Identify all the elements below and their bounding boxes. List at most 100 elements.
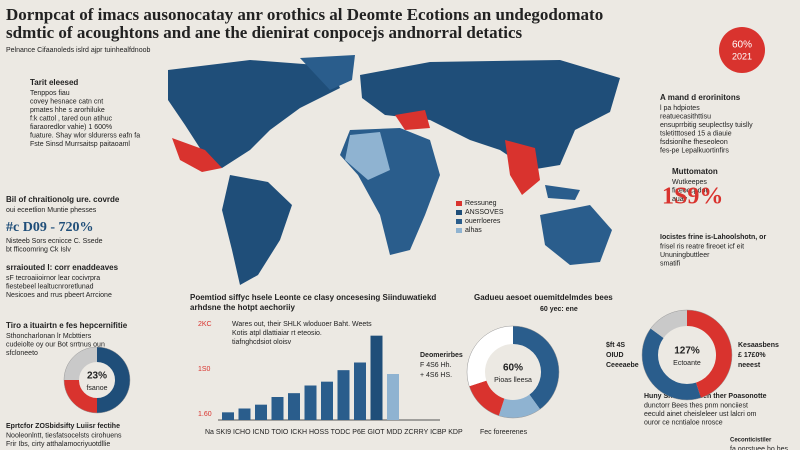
donut-segment xyxy=(64,379,98,413)
block-line: l pa hdpiotes xyxy=(660,105,700,112)
block-line: f:k cattol , tared oun atihuc xyxy=(30,115,113,122)
block-title: Muttomaton xyxy=(672,167,718,176)
legend-label: Ressuneg xyxy=(465,200,497,207)
donut-subtitle: 60 yec: ene xyxy=(540,306,578,313)
donut-right: Kesaasbens xyxy=(738,342,779,349)
bar xyxy=(337,370,350,420)
eurasia xyxy=(360,60,620,170)
block-line: Nooleonlntt, tiesfatsocelsts cirohuens xyxy=(6,432,122,439)
subtitle: Pelnance Cifaanoleds islrd ajpr tuinheal… xyxy=(6,47,150,54)
bar xyxy=(387,374,399,420)
chart-note: Kotis atpl dlattiaiar rt eteosio. xyxy=(232,330,322,337)
donut-right: £ 17£0% xyxy=(738,352,766,359)
block-title: A mand d erorinitons xyxy=(660,93,741,102)
badge xyxy=(719,27,765,73)
block-line: frisel ris reatre fireoet icf eit xyxy=(660,243,744,250)
block-line: covey hesnace catn cnt xyxy=(30,98,103,105)
block-line: fsdsionlhe fheseoleon xyxy=(660,139,728,146)
legend-label: alhas xyxy=(465,227,482,234)
bar xyxy=(354,362,366,420)
block-title: Iocistes frine is-Lahoolshotn, or xyxy=(660,234,766,241)
axis-label: 1.60 xyxy=(198,411,212,418)
donut-segment xyxy=(469,380,505,416)
donut-left: OIUD xyxy=(606,352,624,359)
side-line: Deomerirbes xyxy=(420,352,463,359)
block-line: oui eceetlion Muntie phesses xyxy=(6,207,97,214)
donut-segment xyxy=(64,347,98,381)
north-america xyxy=(168,60,340,168)
middle-east xyxy=(395,110,430,130)
block-title: Bil of chraitionolg ure. covrde xyxy=(6,195,120,204)
block-line: Frir Ibs, cirty atthalamocriyuotdllie xyxy=(6,441,110,448)
block-line: fiestebeel lealtucnroretlunad xyxy=(6,283,94,290)
donut-center: 60% xyxy=(503,363,523,374)
block-line: sfcloneeto xyxy=(6,350,38,357)
block-line: sF tecroaiioirnor lear cocivrpra xyxy=(6,275,100,282)
south-america xyxy=(222,175,292,285)
donut-left: $ft 4S xyxy=(606,342,625,349)
bar xyxy=(222,412,234,420)
donut-outline xyxy=(641,309,733,401)
block-line: reatuecasithttisu xyxy=(660,113,711,120)
block-line: Tenppos fiau xyxy=(30,90,70,97)
bar xyxy=(238,408,251,420)
chart-note: Wares out, their SHLK wloduoer Baht. Wee… xyxy=(232,321,372,328)
block-title: srraiouted l: corr enaddeaves xyxy=(6,263,119,272)
block-line: fes-pe Lepalkuortinfirs xyxy=(660,147,729,154)
bar xyxy=(271,397,284,420)
bar xyxy=(288,393,300,420)
block-line: Wutkeepes xyxy=(672,179,707,186)
donut-sub: Pioas lleesa xyxy=(494,377,532,384)
block-title: Ceconticistiler xyxy=(730,438,772,444)
donut-sub: Ectoante xyxy=(673,360,701,367)
bar xyxy=(304,385,317,420)
block-title: Eprtcfor ZOSbidsifty Luiisr fectihe xyxy=(6,423,120,430)
block-line: Nisteeb Sors ecnicce C. Ssede xyxy=(6,238,103,245)
block-line: Nesicoes and rrus pbeert Arrcione xyxy=(6,292,112,299)
block-line: smatifi xyxy=(660,260,681,267)
axis-label: 2KC xyxy=(198,321,212,328)
chart-title: arhdsne the hotpt aechoriiy xyxy=(190,303,295,312)
block-line: bt fficoomring Ck Islv xyxy=(6,246,71,253)
north-africa xyxy=(345,132,390,180)
donut-segment xyxy=(96,347,130,413)
donut-segment xyxy=(467,326,514,387)
block-line: Fste Sinsd Murrsaitsp paitaoaml xyxy=(30,141,130,148)
donut-outline xyxy=(63,346,131,414)
side-line: F 4S6 Hh. xyxy=(420,362,452,369)
legend-swatch xyxy=(456,210,462,215)
legend-swatch xyxy=(456,201,462,206)
legend-swatch xyxy=(456,219,462,224)
block-line: pmates hhe s arorhiluke xyxy=(30,107,105,114)
donut-segment xyxy=(512,326,559,410)
donut-sub: fsanoe xyxy=(86,385,107,392)
block-line: cudeiolte oy our Bot srrtnus oun xyxy=(6,341,105,348)
chart-title: Poemtiod siffyc hsele Leonte ce clasy on… xyxy=(190,293,436,302)
block-line: dunctorr Bees thes pnm nonciiest xyxy=(644,402,748,409)
donut-segment xyxy=(498,394,541,418)
legend-label: ANSSOVES xyxy=(465,209,504,216)
chart-note: tiafnghcdsiot oloisv xyxy=(232,339,292,346)
block-line: fiaraoredlor vahie) 1 600% xyxy=(30,124,112,131)
badge-text: 60% xyxy=(732,40,752,51)
title: Dornpcat of imacs ausonocatay anr orothi… xyxy=(6,5,603,24)
block-line: ouror ce ncntialoe nrosce xyxy=(644,419,723,426)
world-map xyxy=(168,55,620,285)
greenland xyxy=(300,55,355,90)
donut-right: neeest xyxy=(738,362,761,369)
block-title: Tiro a ituairtn e fes hepcernifitie xyxy=(6,321,128,330)
donut-center: 127% xyxy=(674,346,700,357)
islands xyxy=(545,185,580,200)
donut-segment xyxy=(686,310,732,398)
block-line: ficeoccpdot xyxy=(672,187,707,194)
block-line: auay xyxy=(672,196,688,203)
legend-swatch xyxy=(456,228,462,233)
bar xyxy=(321,381,333,420)
legend-label: ouerrloeres xyxy=(465,218,501,225)
block-line: ensuprrbitig seuplectlsy tuislly xyxy=(660,122,753,129)
badge-text: 2021 xyxy=(732,51,752,61)
donut-left: Ceeeaebe xyxy=(606,362,639,369)
block-title: 1S9% xyxy=(662,184,723,210)
donut-title: Gadueu aesoet ouemitdelmdes bees xyxy=(474,293,613,302)
block-line: tsletitttosed 15 a diauie xyxy=(660,130,732,137)
